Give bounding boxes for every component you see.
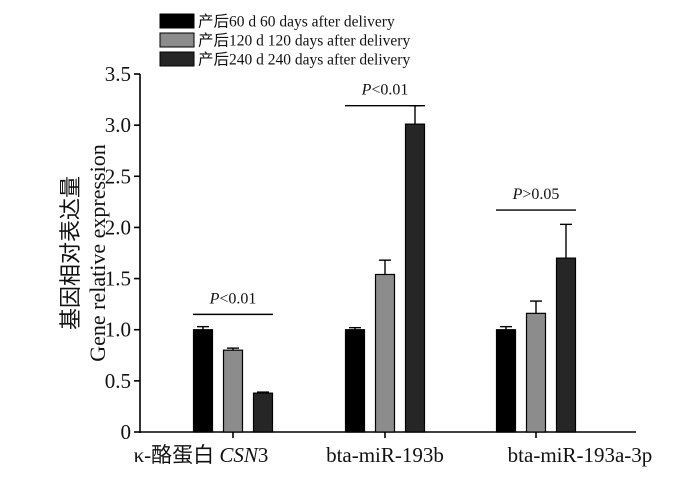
- y-tick-label: 3.0: [105, 113, 131, 137]
- x-category-label: bta-miR-193b: [326, 443, 444, 467]
- bar: [222, 349, 244, 433]
- bar: [344, 329, 366, 433]
- bar: [374, 273, 396, 433]
- bar: [404, 123, 426, 433]
- legend-label: 产后60 d 60 days after delivery: [198, 13, 395, 31]
- y-tick-label: 0.5: [105, 369, 131, 393]
- significance-label: P<0.01: [361, 82, 409, 99]
- bars: [192, 105, 577, 433]
- x-category-label: κ-酪蛋白 CSN3: [134, 443, 269, 467]
- legend-label: 产后240 d 240 days after delivery: [198, 51, 410, 69]
- y-tick-label: 2.5: [105, 164, 131, 188]
- y-tick-label: 3.5: [105, 62, 131, 86]
- legend-swatch: [159, 13, 195, 29]
- x-category-label: bta-miR-193a-3p: [508, 443, 653, 467]
- legend-swatch: [159, 51, 195, 67]
- y-axis-label: 基因相对表达量 Gene relative expression: [58, 144, 110, 361]
- bar: [555, 257, 577, 433]
- significance-label: P>0.05: [512, 186, 560, 203]
- bar: [192, 329, 214, 433]
- y-axis-title-zh: 基因相对表达量: [58, 176, 83, 330]
- x-axis: κ-酪蛋白 CSN3 bta-miR-193b bta-miR-193a-3p: [134, 431, 653, 467]
- bar: [252, 392, 274, 433]
- legend-label: 产后120 d 120 days after delivery: [198, 32, 410, 50]
- y-tick-label: 0: [121, 420, 132, 444]
- bar: [495, 329, 517, 433]
- significance-annotations: P<0.01 P<0.01 P>0.05: [193, 82, 576, 316]
- y-tick-label: 1.5: [105, 267, 131, 291]
- y-axis-title-en: Gene relative expression: [85, 144, 110, 361]
- bar: [525, 312, 547, 433]
- legend-swatch: [159, 32, 195, 48]
- y-tick-label: 1.0: [105, 318, 131, 342]
- significance-label: P<0.01: [209, 290, 257, 307]
- y-tick-label: 2.0: [105, 215, 131, 239]
- y-axis: 0 0.5 1.0 1.5 2.0 2.5 3.0 3.5: [105, 62, 141, 444]
